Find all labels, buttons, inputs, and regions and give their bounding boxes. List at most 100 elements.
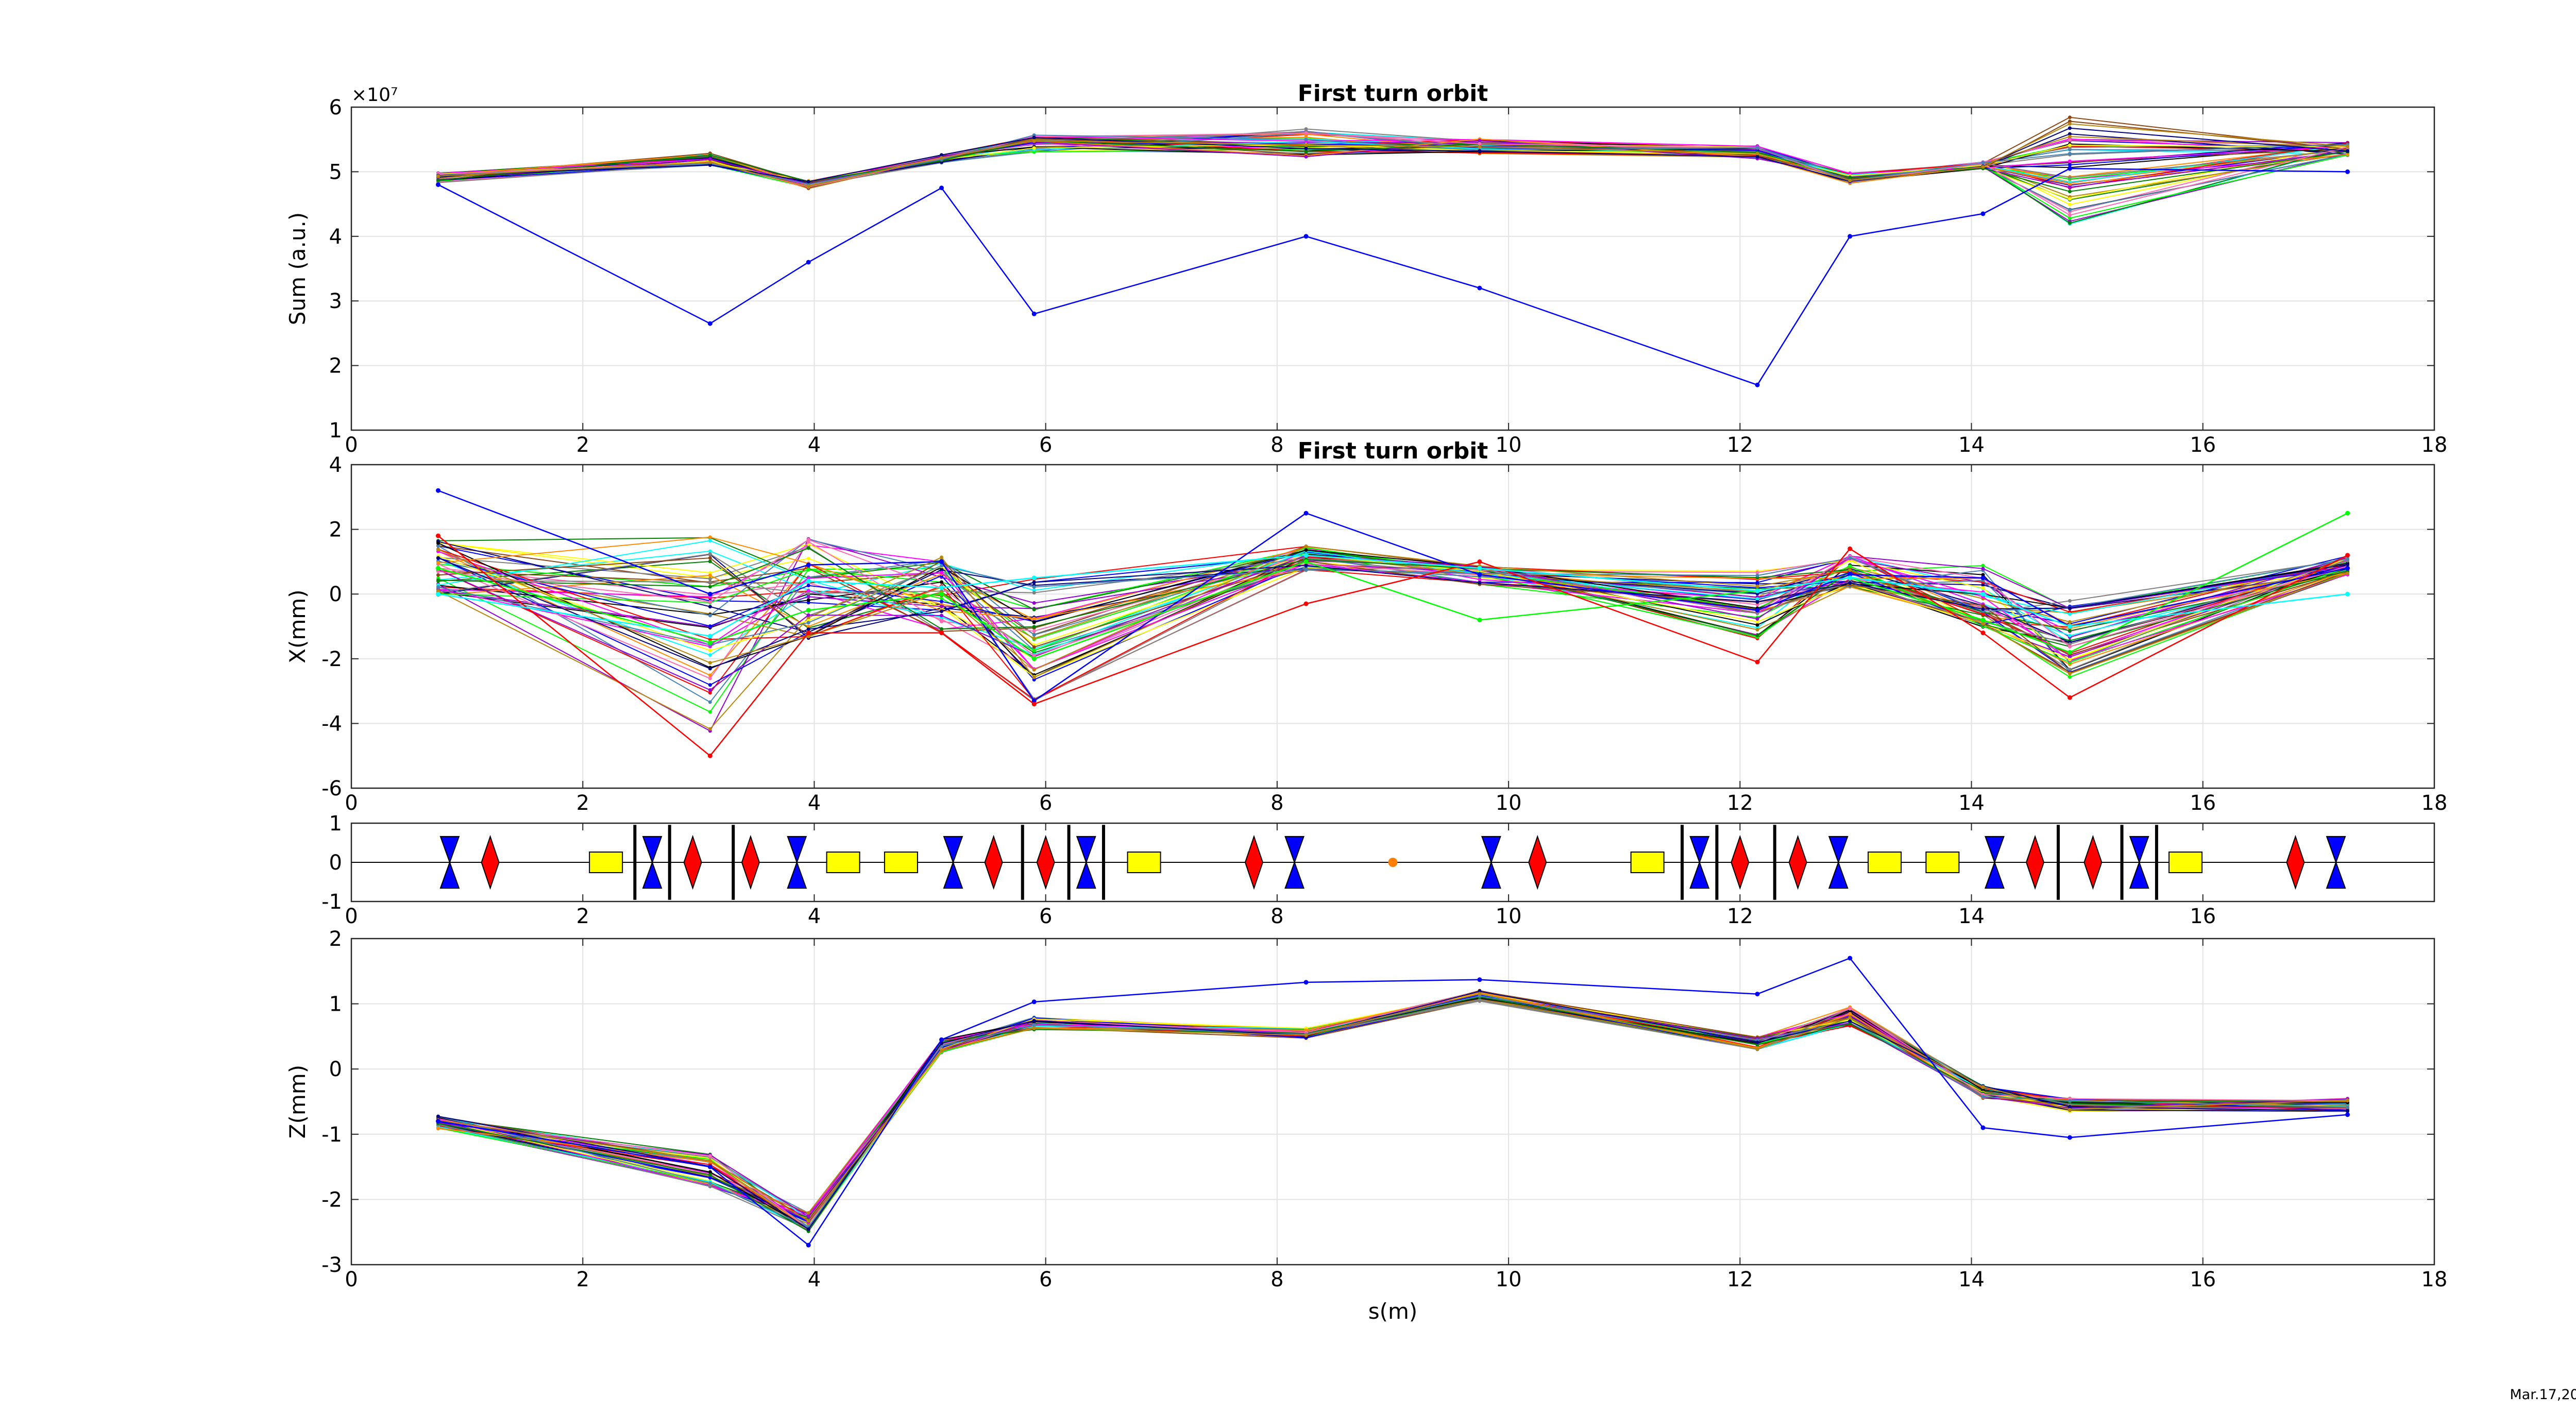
- defocusing-quad: [943, 836, 963, 889]
- data-point: [2346, 557, 2350, 561]
- data-point: [2346, 1109, 2350, 1113]
- defocusing-quad: [1284, 836, 1305, 889]
- data-point: [1980, 575, 1986, 581]
- data-point: [1848, 1007, 1852, 1011]
- x-tick-label: 12: [1727, 791, 1753, 815]
- data-point: [940, 614, 944, 618]
- data-point: [1755, 1041, 1759, 1045]
- data-point: [806, 613, 810, 617]
- data-point: [435, 1118, 440, 1124]
- data-point: [2067, 599, 2072, 603]
- data-point: [436, 1114, 440, 1118]
- series-line: [438, 997, 2348, 1232]
- y-tick-label: -2: [321, 1188, 342, 1212]
- data-point: [806, 260, 811, 265]
- series-line: [438, 998, 2348, 1231]
- series-line: [438, 991, 2348, 1229]
- series-line: [438, 997, 2348, 1230]
- data-point: [708, 683, 712, 687]
- data-point: [1032, 139, 1036, 143]
- defocusing-quad: [2326, 836, 2346, 889]
- data-point: [806, 584, 810, 588]
- data-point: [1304, 1033, 1308, 1037]
- data-point: [1477, 566, 1482, 571]
- series-group: [435, 956, 2350, 1248]
- data-point: [708, 676, 712, 681]
- data-point: [436, 548, 440, 552]
- data-point: [1755, 382, 1760, 387]
- data-point: [1848, 179, 1852, 183]
- data-point: [708, 539, 712, 543]
- data-point: [707, 753, 713, 758]
- axes-box: [350, 464, 2435, 789]
- data-point: [2067, 122, 2072, 126]
- dipole-magnet: [826, 852, 860, 873]
- data-point: [436, 585, 440, 589]
- data-point: [1478, 577, 1482, 582]
- data-point: [806, 1219, 810, 1223]
- data-point: [708, 577, 712, 581]
- data-point: [1755, 584, 1759, 588]
- dipole-magnet: [589, 852, 623, 873]
- data-point: [1981, 1085, 1985, 1089]
- focusing-quad: [481, 835, 500, 890]
- x-tick-label: 14: [1958, 433, 1985, 457]
- data-point: [806, 601, 810, 605]
- data-point: [1755, 623, 1759, 627]
- data-point: [1032, 675, 1036, 679]
- data-point: [2067, 119, 2072, 123]
- data-point: [1031, 702, 1037, 707]
- data-point: [1981, 161, 1985, 165]
- data-point: [1755, 600, 1759, 604]
- data-point: [708, 552, 712, 556]
- data-point: [708, 571, 712, 575]
- data-point: [436, 573, 440, 577]
- data-point: [1303, 601, 1309, 606]
- focusing-quad: [1528, 835, 1547, 890]
- data-point: [708, 556, 712, 560]
- y-tick-label: 2: [329, 354, 342, 378]
- data-point: [436, 569, 440, 573]
- data-point: [2067, 134, 2072, 139]
- series-line: [438, 554, 2348, 637]
- data-point: [1848, 575, 1853, 581]
- y-tick-label: -6: [321, 777, 342, 801]
- data-point: [2346, 1098, 2350, 1102]
- data-point: [708, 535, 712, 539]
- data-point: [1304, 146, 1308, 150]
- data-point: [708, 688, 712, 692]
- y-tick-label: -4: [321, 712, 342, 736]
- data-point: [2067, 650, 2072, 655]
- x-tick-label: 16: [2190, 433, 2216, 457]
- data-point: [2067, 208, 2072, 212]
- data-point: [1755, 617, 1759, 621]
- data-point: [436, 541, 440, 545]
- series-line: [438, 993, 2348, 1231]
- defocusing-quad: [1481, 836, 1501, 889]
- data-point: [708, 691, 712, 695]
- data-point: [940, 627, 944, 631]
- data-point: [436, 544, 440, 548]
- y-tick-label: 0: [329, 851, 342, 875]
- panel-2: [350, 464, 2435, 789]
- x-tick-label: 4: [808, 1268, 821, 1291]
- data-point: [708, 649, 712, 653]
- y-tick-label: 1: [329, 993, 342, 1016]
- data-point: [1032, 636, 1036, 640]
- data-point: [435, 533, 440, 538]
- dipole-magnet: [1868, 852, 1902, 873]
- x-tick-label: 4: [808, 905, 821, 928]
- dipole-magnet: [1127, 852, 1161, 873]
- data-point: [2345, 169, 2350, 174]
- data-point: [1981, 1095, 1985, 1099]
- x-tick-label: 10: [1496, 791, 1522, 815]
- x-tick-label: 14: [1958, 791, 1985, 815]
- data-point: [1848, 1019, 1852, 1023]
- exponent-label: ×10⁷: [351, 84, 398, 106]
- focusing-quad: [2083, 835, 2103, 890]
- data-point: [1303, 553, 1309, 558]
- data-point: [707, 1164, 713, 1169]
- x-tick-label: 10: [1496, 905, 1522, 928]
- data-point: [940, 620, 944, 624]
